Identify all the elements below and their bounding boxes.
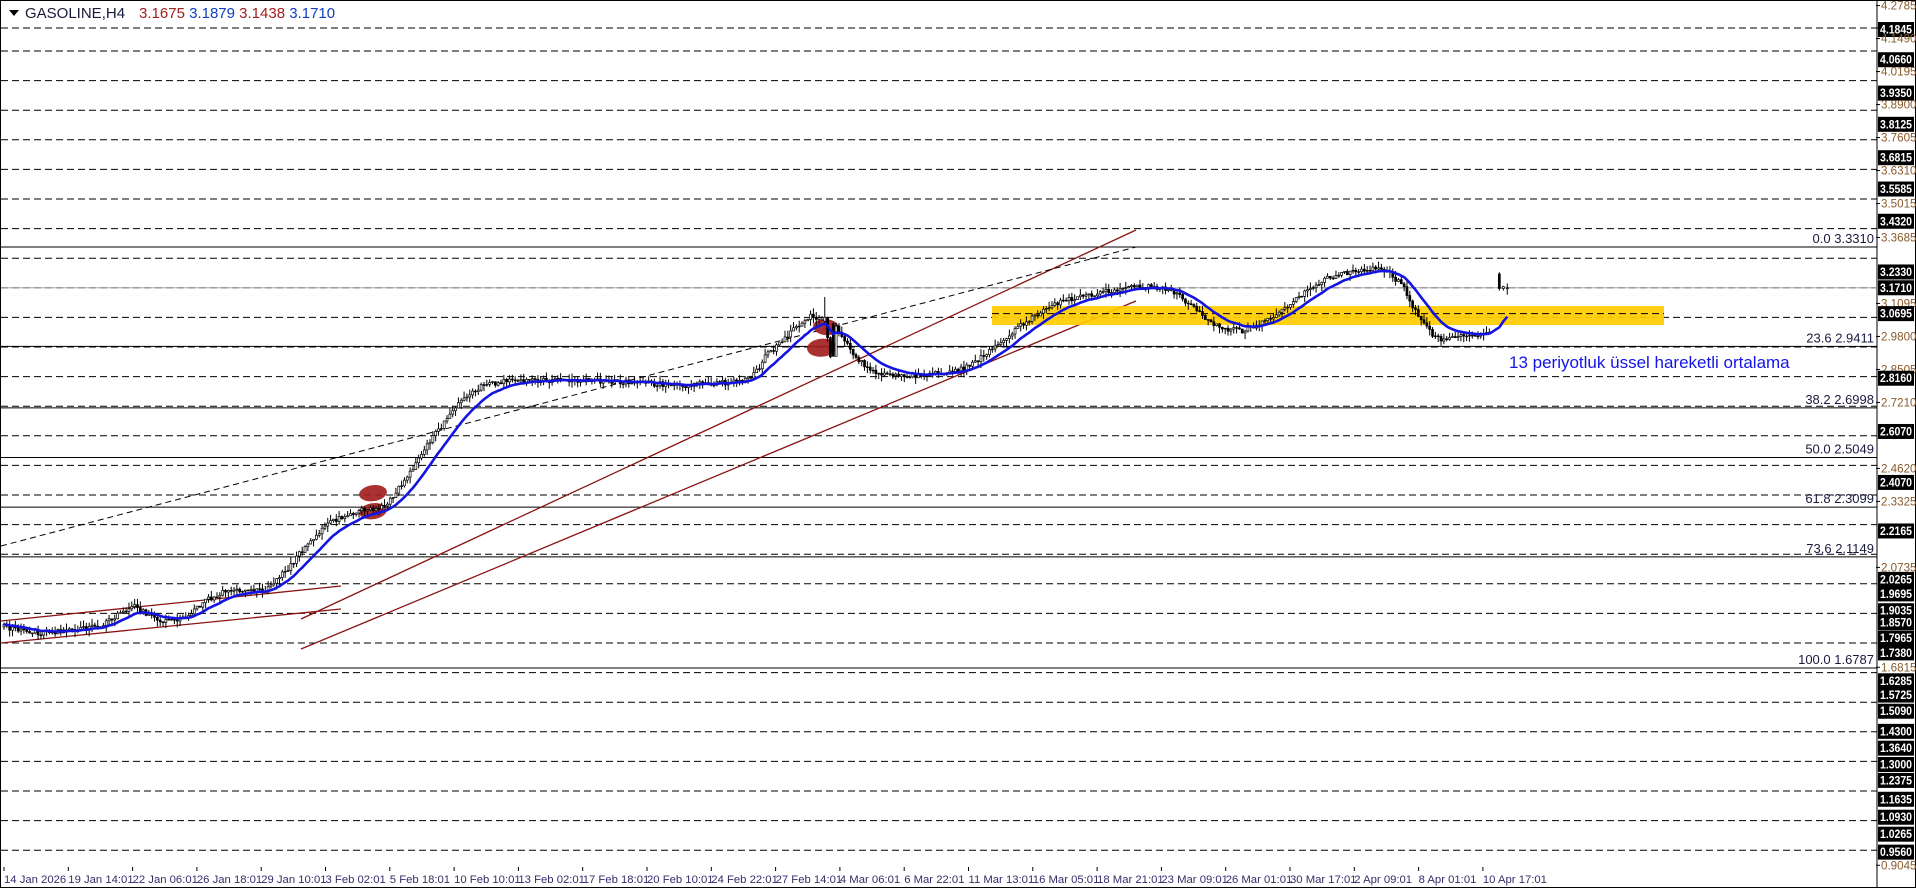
svg-text:13 periyotluk üssel hareketli: 13 periyotluk üssel hareketli ortalama bbox=[1509, 353, 1790, 372]
svg-text:2.3325: 2.3325 bbox=[1881, 495, 1916, 508]
svg-text:3.8900: 3.8900 bbox=[1881, 99, 1916, 112]
svg-text:0.9045: 0.9045 bbox=[1881, 859, 1916, 872]
svg-text:4.1490: 4.1490 bbox=[1881, 33, 1916, 46]
svg-text:2.4620: 2.4620 bbox=[1881, 462, 1916, 475]
svg-text:8 Apr 01:01: 8 Apr 01:01 bbox=[1419, 874, 1477, 886]
svg-text:2.8160: 2.8160 bbox=[1880, 372, 1912, 385]
svg-text:30 Mar 17:01: 30 Mar 17:01 bbox=[1290, 874, 1357, 886]
svg-text:22 Jan 06:01: 22 Jan 06:01 bbox=[133, 874, 198, 886]
svg-text:61.8 2.3099: 61.8 2.3099 bbox=[1805, 491, 1874, 506]
svg-text:20 Feb 10:01: 20 Feb 10:01 bbox=[647, 874, 714, 886]
svg-text:26 Mar 01:01: 26 Mar 01:01 bbox=[1226, 874, 1293, 886]
svg-text:1.3000: 1.3000 bbox=[1880, 758, 1912, 771]
svg-text:14 Jan 2026: 14 Jan 2026 bbox=[4, 874, 66, 886]
svg-text:6 Mar 22:01: 6 Mar 22:01 bbox=[904, 874, 964, 886]
svg-text:2.4070: 2.4070 bbox=[1880, 476, 1912, 489]
svg-text:19 Jan 14:01: 19 Jan 14:01 bbox=[68, 874, 133, 886]
svg-text:1.2375: 1.2375 bbox=[1880, 774, 1912, 787]
svg-text:73,6 2.1149: 73,6 2.1149 bbox=[1806, 541, 1874, 556]
svg-text:100.0 1.6787: 100.0 1.6787 bbox=[1798, 652, 1874, 667]
svg-text:1.0265: 1.0265 bbox=[1880, 828, 1912, 841]
svg-text:3.6815: 3.6815 bbox=[1880, 152, 1912, 165]
svg-text:1.7380: 1.7380 bbox=[1880, 647, 1912, 660]
svg-text:5 Feb 18:01: 5 Feb 18:01 bbox=[390, 874, 450, 886]
svg-text:17 Feb 18:01: 17 Feb 18:01 bbox=[583, 874, 650, 886]
svg-text:26 Jan 18:01: 26 Jan 18:01 bbox=[197, 874, 262, 886]
svg-text:3.6310: 3.6310 bbox=[1881, 165, 1916, 178]
svg-text:4.2785: 4.2785 bbox=[1881, 1, 1916, 13]
svg-text:29 Jan 10:01: 29 Jan 10:01 bbox=[261, 874, 326, 886]
svg-text:1.6285: 1.6285 bbox=[1880, 675, 1912, 688]
svg-text:38.2 2.6998: 38.2 2.6998 bbox=[1805, 392, 1874, 407]
svg-text:1.4300: 1.4300 bbox=[1880, 725, 1912, 738]
svg-text:23.6 2.9411: 23.6 2.9411 bbox=[1806, 330, 1874, 345]
svg-text:2.7210: 2.7210 bbox=[1881, 396, 1916, 409]
svg-text:1.9695: 1.9695 bbox=[1880, 588, 1912, 601]
svg-text:0.9560: 0.9560 bbox=[1880, 846, 1912, 859]
svg-text:10 Apr 17:01: 10 Apr 17:01 bbox=[1483, 874, 1547, 886]
svg-text:2 Apr 09:01: 2 Apr 09:01 bbox=[1354, 874, 1412, 886]
svg-text:4.0195: 4.0195 bbox=[1881, 66, 1916, 79]
svg-text:4 Mar 06:01: 4 Mar 06:01 bbox=[840, 874, 900, 886]
svg-text:3.2330: 3.2330 bbox=[1880, 266, 1912, 279]
svg-text:27 Feb 14:01: 27 Feb 14:01 bbox=[776, 874, 843, 886]
svg-text:1.6815: 1.6815 bbox=[1881, 661, 1916, 674]
svg-text:3.5585: 3.5585 bbox=[1880, 183, 1912, 196]
svg-text:2.9800: 2.9800 bbox=[1881, 330, 1916, 343]
svg-text:3.8125: 3.8125 bbox=[1880, 118, 1912, 131]
svg-text:3 Feb 02:01: 3 Feb 02:01 bbox=[326, 874, 386, 886]
svg-text:3.0695: 3.0695 bbox=[1880, 308, 1912, 321]
svg-text:2.0265: 2.0265 bbox=[1880, 573, 1912, 586]
svg-text:11 Mar 13:01: 11 Mar 13:01 bbox=[969, 874, 1035, 886]
svg-text:3.7605: 3.7605 bbox=[1881, 132, 1916, 145]
svg-text:24 Feb 22:01: 24 Feb 22:01 bbox=[711, 874, 778, 886]
svg-text:1.5725: 1.5725 bbox=[1880, 689, 1912, 702]
svg-text:3.1710: 3.1710 bbox=[1880, 282, 1912, 295]
svg-text:1.7965: 1.7965 bbox=[1880, 632, 1912, 645]
svg-text:1.1635: 1.1635 bbox=[1880, 793, 1912, 806]
svg-text:2.2165: 2.2165 bbox=[1880, 525, 1912, 538]
svg-text:18 Mar 21:01: 18 Mar 21:01 bbox=[1097, 874, 1164, 886]
svg-text:23 Mar 09:01: 23 Mar 09:01 bbox=[1161, 874, 1228, 886]
svg-text:1.5090: 1.5090 bbox=[1880, 705, 1912, 718]
svg-text:3.3685: 3.3685 bbox=[1881, 231, 1916, 244]
svg-text:3.5015: 3.5015 bbox=[1881, 198, 1916, 211]
svg-text:3.4320: 3.4320 bbox=[1880, 215, 1912, 228]
svg-text:0.0 3.3310: 0.0 3.3310 bbox=[1813, 231, 1874, 246]
svg-text:1.8570: 1.8570 bbox=[1880, 617, 1912, 630]
svg-text:50.0 2.5049: 50.0 2.5049 bbox=[1805, 441, 1874, 456]
svg-text:13 Feb 02:01: 13 Feb 02:01 bbox=[518, 874, 585, 886]
svg-text:1.3640: 1.3640 bbox=[1880, 742, 1912, 755]
svg-text:16 Mar 05:01: 16 Mar 05:01 bbox=[1033, 874, 1100, 886]
svg-text:1.0930: 1.0930 bbox=[1880, 811, 1912, 824]
svg-text:2.6070: 2.6070 bbox=[1880, 425, 1912, 438]
svg-text:10 Feb 10:01: 10 Feb 10:01 bbox=[454, 874, 521, 886]
